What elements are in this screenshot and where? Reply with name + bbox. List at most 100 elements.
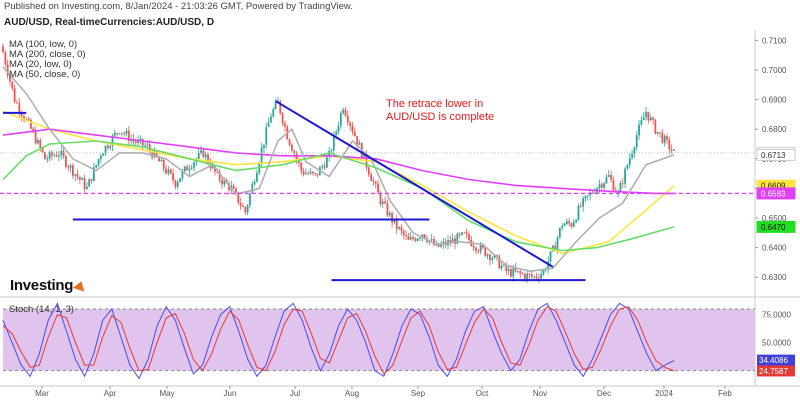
- candle-body: [137, 140, 140, 143]
- candle-body: [628, 158, 631, 166]
- candle-body: [421, 234, 424, 238]
- candle-body: [32, 128, 35, 132]
- candle-body: [237, 192, 240, 203]
- candle-body: [400, 227, 403, 231]
- candle-body: [461, 232, 463, 235]
- candle-body: [181, 171, 184, 179]
- candle-body: [530, 274, 533, 277]
- candle-body: [668, 139, 671, 150]
- candle-body: [449, 240, 452, 243]
- candle-body: [304, 173, 307, 175]
- x-tick-label: Jul: [290, 389, 300, 398]
- candle-body: [523, 274, 526, 279]
- candle-body: [272, 109, 275, 117]
- ma-legend-item-50: MA (50, close, 0): [9, 69, 81, 80]
- candle-body: [321, 166, 324, 168]
- candle-body: [649, 117, 652, 121]
- candle-body: [442, 241, 445, 245]
- x-tick-label: Aug: [345, 389, 359, 398]
- stoch-line-pct-d: [2, 306, 675, 375]
- candle-body: [277, 100, 279, 102]
- candle-body: [451, 238, 454, 243]
- price-label-bg: [756, 220, 796, 233]
- x-tick-label: Jun: [224, 389, 237, 398]
- candle-body: [216, 171, 219, 173]
- ma-legend-item-20: MA (20, low, 0): [9, 59, 72, 70]
- candle-body: [631, 153, 633, 159]
- candle-body: [486, 254, 489, 256]
- candle-body: [507, 269, 510, 272]
- candle-body: [391, 212, 393, 223]
- candle-body: [279, 100, 282, 114]
- candle-body: [386, 203, 389, 216]
- candle-body: [612, 179, 615, 191]
- candle-body: [23, 116, 25, 120]
- candle-body: [440, 244, 442, 247]
- candle-body: [41, 147, 44, 153]
- candle-body: [521, 273, 524, 275]
- candle-body: [619, 182, 622, 192]
- candle-body: [407, 236, 410, 240]
- candle-body: [586, 195, 589, 197]
- candle-body: [316, 173, 319, 176]
- candle-body: [53, 155, 56, 157]
- stoch-y-tick-label: 50.0000: [762, 339, 791, 348]
- candle-body: [16, 102, 18, 104]
- candle-body: [307, 173, 310, 174]
- candle-body: [97, 158, 100, 165]
- candle-body: [498, 256, 501, 269]
- candle-body: [370, 174, 373, 181]
- candle-body: [204, 154, 207, 158]
- candle-body: [603, 183, 606, 188]
- candle-body: [151, 150, 154, 158]
- price-label-bg: [756, 148, 796, 161]
- candle-body: [605, 176, 608, 184]
- y-tick-label: 0.6500: [762, 214, 787, 223]
- candle-body: [9, 75, 11, 82]
- candle-body: [626, 165, 629, 169]
- candle-body: [379, 192, 382, 205]
- candle-body: [579, 205, 582, 207]
- candle-body: [356, 136, 359, 145]
- candle-body: [223, 179, 226, 185]
- candle-body: [510, 269, 512, 277]
- investing-logo: Investing: [10, 277, 88, 294]
- candle-body: [81, 178, 84, 180]
- candle-body: [167, 169, 170, 174]
- candle-body: [281, 113, 284, 124]
- candle-body: [405, 235, 407, 237]
- y-tick-label: 0.7000: [762, 66, 787, 75]
- candle-body: [127, 130, 130, 142]
- candle-body: [256, 172, 258, 182]
- published-info: Published on Investing.com, 8/Jan/2024 -…: [4, 1, 353, 12]
- candle-body: [85, 186, 88, 190]
- candle-body: [18, 103, 21, 113]
- candle-body: [71, 165, 74, 176]
- candle-body: [414, 239, 417, 241]
- candle-body: [575, 219, 578, 222]
- candle-body: [454, 238, 456, 244]
- candle-body: [139, 138, 142, 141]
- candle-body: [419, 237, 421, 239]
- candle-body: [302, 170, 305, 175]
- candle-body: [239, 202, 242, 206]
- x-tick-label: Dec: [597, 389, 611, 398]
- candle-body: [60, 150, 63, 156]
- candle-body: [13, 88, 16, 103]
- candle-body: [162, 159, 165, 169]
- candle-body: [328, 150, 331, 158]
- candle-body: [642, 117, 645, 121]
- candle-body: [572, 221, 575, 227]
- candle-body: [563, 224, 566, 227]
- candle-body: [645, 111, 647, 118]
- x-tick-label: Oct: [476, 389, 489, 398]
- candle-body: [251, 183, 254, 194]
- stoch-price-label: 34.4086: [759, 356, 788, 365]
- candle-body: [197, 152, 200, 159]
- candle-body: [260, 148, 263, 164]
- candle-body: [577, 205, 580, 220]
- candle-body: [363, 153, 366, 158]
- y-tick-label: 0.6800: [762, 125, 787, 134]
- candle-body: [30, 119, 32, 129]
- candle-body: [624, 168, 626, 184]
